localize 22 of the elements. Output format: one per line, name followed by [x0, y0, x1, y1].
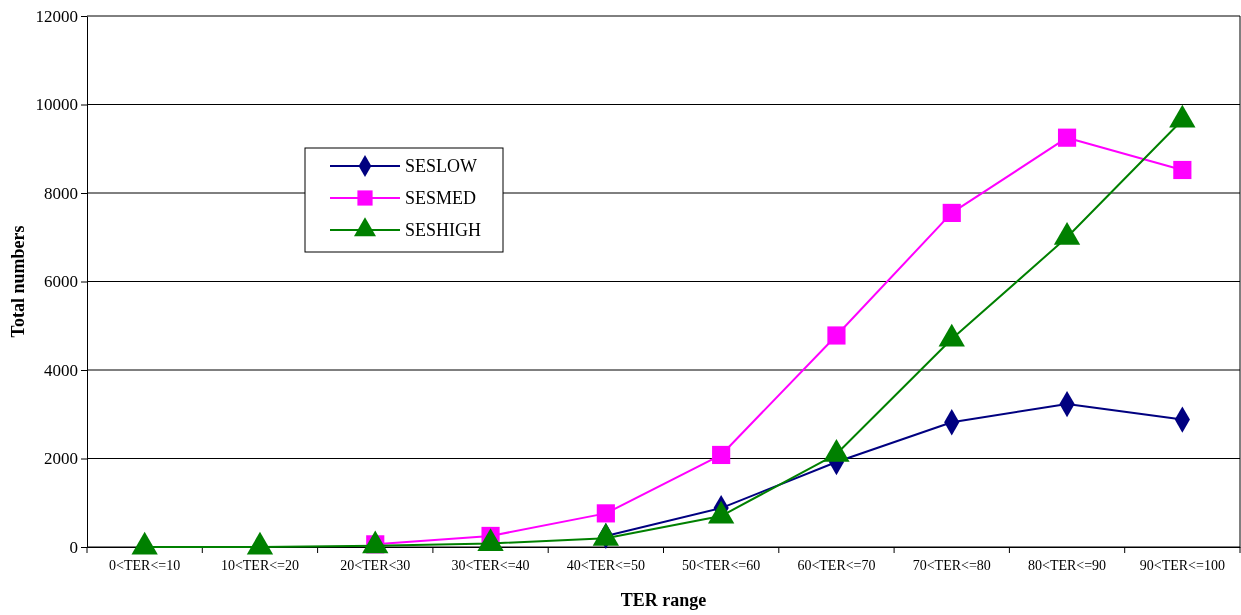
x-tick-label: 10<TER<=20 — [220, 557, 300, 573]
y-tick-label: 6000 — [44, 272, 78, 292]
legend-label: SESLOW — [405, 156, 478, 176]
x-axis-title: TER range — [620, 590, 707, 610]
y-tick-label: 8000 — [44, 183, 78, 203]
x-tick-label: 70<TER<=80 — [912, 557, 991, 573]
y-tick-label: 4000 — [44, 360, 78, 380]
x-tick-label: 0<TER<=10 — [109, 557, 181, 573]
y-axis-title: Total numbers — [8, 225, 28, 338]
x-tick-label: 50<TER<=60 — [682, 557, 761, 573]
x-tick-label: 40<TER<=50 — [566, 557, 645, 573]
x-tick-label: 20<TER<30 — [340, 557, 411, 573]
legend-label: SESHIGH — [405, 220, 482, 240]
y-tick-label: 2000 — [44, 449, 78, 469]
y-tick-label: 12000 — [35, 6, 78, 26]
y-tick-label: 0 — [69, 537, 78, 557]
x-tick-label: 30<TER<=40 — [451, 557, 530, 573]
x-tick-label: 80<TER<=90 — [1027, 557, 1107, 573]
legend-label: SESMED — [405, 188, 477, 208]
x-tick-label: 60<TER<=70 — [797, 557, 876, 573]
x-tick-label: 90<TER<=100 — [1139, 557, 1225, 573]
y-tick-label: 10000 — [35, 95, 78, 115]
